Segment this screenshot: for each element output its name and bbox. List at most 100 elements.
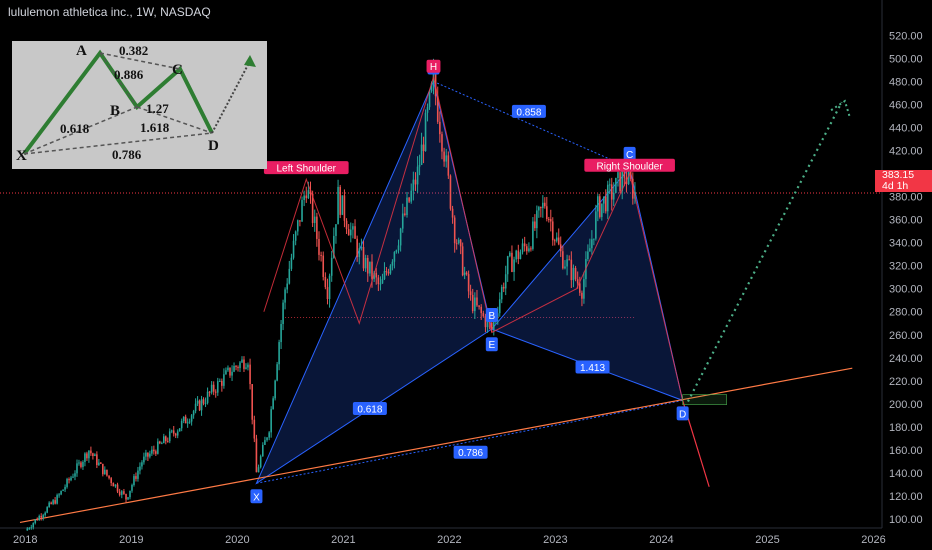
candle-body xyxy=(155,451,157,454)
candle-body xyxy=(352,226,354,230)
pattern-point-badge xyxy=(676,406,689,421)
candle-body xyxy=(104,469,106,475)
candle-body xyxy=(131,485,133,491)
x-tick-label: 2024 xyxy=(649,534,673,546)
candle-body xyxy=(192,411,195,416)
last-price-tag: 383.15 4d 1h xyxy=(875,170,932,192)
candle-body xyxy=(182,416,185,421)
candle-body xyxy=(94,454,96,457)
candle-body xyxy=(570,259,573,281)
candle-body xyxy=(301,200,303,222)
candle-body xyxy=(276,364,278,381)
projection-arrow-icon xyxy=(830,99,852,119)
candle-body xyxy=(459,239,462,247)
y-tick-label: 360.00 xyxy=(889,215,923,227)
candle-body xyxy=(129,490,131,498)
candle-body xyxy=(574,267,577,280)
candle-body xyxy=(247,364,249,368)
candle-body xyxy=(482,313,485,317)
candle-body xyxy=(593,238,595,240)
candle-body xyxy=(484,316,487,328)
pattern-point-label: C xyxy=(626,150,633,161)
inset-bd-dashed xyxy=(136,106,213,134)
candle-body xyxy=(513,259,515,272)
inset-xb-dashed xyxy=(23,106,138,155)
candle-body xyxy=(478,305,480,307)
candle-body xyxy=(264,440,266,445)
x-tick-label: 2021 xyxy=(331,534,355,546)
candle-body xyxy=(44,512,46,516)
candle-body xyxy=(546,206,548,220)
ratio-label: 0.786 xyxy=(458,448,483,459)
candle-body xyxy=(96,454,98,466)
candle-body xyxy=(525,246,528,252)
candle-body xyxy=(356,238,358,257)
y-tick-label: 220.00 xyxy=(889,376,923,388)
candle-body xyxy=(316,216,318,239)
y-tick-label: 120.00 xyxy=(889,491,923,503)
hs-label-badge xyxy=(263,161,349,175)
candle-body xyxy=(272,398,274,410)
inset-ratio-2: 0.886 xyxy=(114,67,144,82)
candle-body xyxy=(288,268,291,284)
candle-body xyxy=(617,172,619,179)
candle-body xyxy=(290,257,293,269)
y-tick-label: 520.00 xyxy=(889,30,923,42)
inset-label-b: B xyxy=(110,103,120,119)
candle-body xyxy=(328,275,331,299)
candle-body xyxy=(38,515,41,521)
y-tick-label: 160.00 xyxy=(889,445,923,457)
candle-body xyxy=(422,144,425,152)
candle-body xyxy=(243,359,245,369)
candle-body xyxy=(629,170,632,179)
candle-body xyxy=(186,422,189,424)
candle-body xyxy=(76,463,78,474)
x-tick-label: 2025 xyxy=(755,534,779,546)
y-tick-label: 280.00 xyxy=(889,307,923,319)
inset-ratio-4: 0.618 xyxy=(60,121,90,136)
ac-dotted xyxy=(433,80,630,169)
ratio-badge xyxy=(511,104,546,118)
inset-arrow-icon xyxy=(244,55,256,67)
candle-body xyxy=(559,244,562,252)
candle-body xyxy=(180,420,183,429)
candle-body xyxy=(568,259,571,261)
candle-body xyxy=(176,431,179,436)
candle-body xyxy=(299,220,301,222)
candle-body xyxy=(532,221,534,249)
candle-body xyxy=(78,462,80,464)
candle-body xyxy=(604,196,607,212)
candle-body xyxy=(343,195,346,221)
last-price-value: 383.15 xyxy=(882,169,915,181)
candle-body xyxy=(358,248,361,257)
candle-body xyxy=(214,391,217,393)
candle-body xyxy=(66,479,68,487)
candle-body xyxy=(200,399,203,411)
candle-body xyxy=(141,462,143,467)
candle-body xyxy=(157,441,159,454)
candle-body xyxy=(601,203,603,217)
candle-body xyxy=(147,452,149,457)
candle-body xyxy=(143,456,145,463)
candle-body xyxy=(170,430,173,432)
candle-body xyxy=(445,155,448,162)
candle-body xyxy=(538,207,540,211)
candle-body xyxy=(486,319,489,328)
candle-body xyxy=(26,528,29,531)
candle-body xyxy=(521,243,524,253)
candle-body xyxy=(414,179,417,185)
candle-body xyxy=(324,276,327,288)
head-shoulders-outline xyxy=(263,74,684,401)
candle-body xyxy=(623,169,626,178)
candle-body xyxy=(110,478,112,484)
y-tick-label: 500.00 xyxy=(889,53,923,65)
candle-body xyxy=(216,381,219,393)
candle-body xyxy=(610,184,613,200)
candle-body xyxy=(542,202,544,209)
candle-body xyxy=(162,436,165,444)
candle-body xyxy=(266,437,268,441)
candle-body xyxy=(72,476,74,478)
candle-body xyxy=(555,237,558,241)
